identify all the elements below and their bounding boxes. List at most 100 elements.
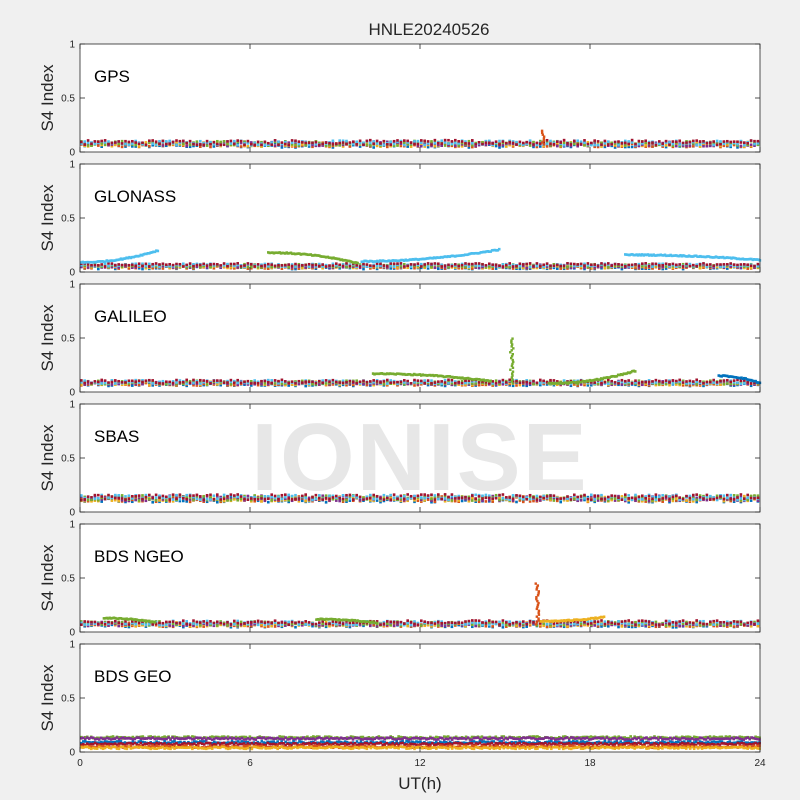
data-point xyxy=(559,141,562,144)
data-point xyxy=(250,142,253,146)
data-point xyxy=(745,378,749,381)
data-point xyxy=(131,255,134,259)
data-point xyxy=(389,379,392,382)
data-point xyxy=(634,142,637,146)
data-point xyxy=(148,383,151,387)
data-point xyxy=(518,383,522,387)
data-point xyxy=(290,264,294,268)
data-point xyxy=(118,258,121,261)
data-point xyxy=(141,141,144,145)
data-point xyxy=(617,380,620,384)
data-point xyxy=(233,379,236,383)
data-point xyxy=(144,143,148,147)
data-point xyxy=(226,262,229,266)
data-point xyxy=(302,252,306,256)
data-point xyxy=(525,382,528,386)
data-point xyxy=(372,264,375,268)
data-point xyxy=(515,384,518,387)
data-point xyxy=(205,379,209,383)
data-point xyxy=(471,139,474,142)
data-point xyxy=(132,255,136,259)
data-point xyxy=(188,143,192,147)
data-point xyxy=(756,139,760,143)
data-point xyxy=(740,376,743,380)
data-point xyxy=(396,383,399,387)
data-point xyxy=(613,264,617,267)
data-point xyxy=(290,143,294,146)
data-point xyxy=(678,382,681,386)
data-point xyxy=(518,264,522,268)
data-point xyxy=(710,256,714,259)
data-point xyxy=(128,255,131,259)
data-point xyxy=(481,265,484,269)
data-point xyxy=(726,374,729,378)
data-point xyxy=(450,378,454,382)
data-point xyxy=(185,144,188,148)
data-point xyxy=(730,375,733,378)
data-point xyxy=(510,354,514,358)
data-point xyxy=(331,139,335,143)
data-point xyxy=(515,264,518,268)
data-point xyxy=(641,262,644,265)
data-point xyxy=(488,141,491,145)
data-point xyxy=(120,265,124,269)
data-point xyxy=(575,381,579,384)
data-point xyxy=(559,267,562,270)
data-point xyxy=(647,380,651,384)
data-point xyxy=(372,140,375,143)
data-point xyxy=(755,381,759,384)
data-point xyxy=(294,262,297,266)
data-point xyxy=(542,135,546,138)
data-point xyxy=(239,145,243,148)
data-point xyxy=(556,381,559,385)
data-point xyxy=(392,144,396,148)
data-point xyxy=(511,366,515,370)
data-point xyxy=(600,141,603,145)
data-point xyxy=(233,381,236,385)
data-point xyxy=(734,376,738,379)
data-point xyxy=(379,381,382,384)
data-point xyxy=(576,144,579,148)
data-point xyxy=(447,265,450,269)
data-point xyxy=(374,372,378,376)
data-point xyxy=(501,378,505,382)
data-point xyxy=(416,381,420,385)
data-point xyxy=(644,261,647,265)
data-point xyxy=(426,379,430,382)
data-point xyxy=(253,379,256,382)
data-point xyxy=(110,379,114,382)
data-point xyxy=(375,139,379,143)
data-point xyxy=(568,381,572,384)
data-point xyxy=(624,253,627,256)
data-point xyxy=(100,265,103,269)
data-point xyxy=(694,254,698,258)
data-point xyxy=(486,379,490,382)
data-point xyxy=(192,264,195,268)
data-point xyxy=(501,265,505,268)
data-point xyxy=(603,382,607,386)
data-point xyxy=(437,143,440,147)
data-point xyxy=(301,264,304,267)
data-point xyxy=(403,262,406,266)
data-point xyxy=(165,264,168,268)
data-point xyxy=(464,383,467,386)
data-point xyxy=(216,139,219,143)
data-point xyxy=(301,266,304,270)
data-point xyxy=(443,141,447,144)
data-point xyxy=(294,145,297,148)
data-point xyxy=(338,263,341,267)
data-point xyxy=(117,382,120,386)
data-point xyxy=(450,264,454,268)
data-point xyxy=(624,144,627,147)
data-point xyxy=(338,381,341,384)
data-point xyxy=(290,139,294,142)
data-point xyxy=(637,266,641,269)
data-point xyxy=(289,251,293,255)
data-point xyxy=(182,380,185,384)
data-point xyxy=(110,265,114,269)
data-point xyxy=(547,382,551,385)
data-point xyxy=(127,263,131,267)
data-point xyxy=(681,381,685,384)
data-point xyxy=(681,266,685,270)
data-point xyxy=(692,142,695,145)
